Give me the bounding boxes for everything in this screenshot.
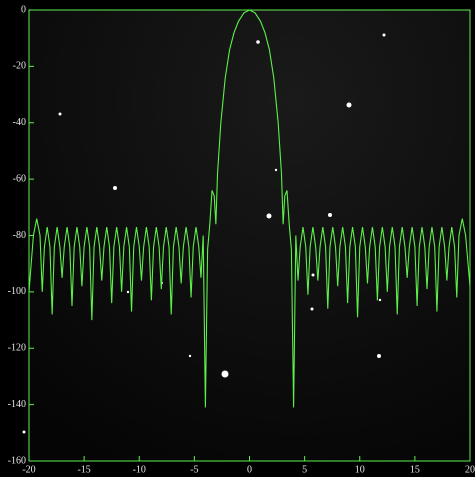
x-tick-label: -15 [77, 464, 90, 475]
chart: 0-20-40-60-80-100-120-140-160-20-15-10-5… [0, 0, 475, 477]
y-tick-label: 0 [21, 4, 26, 15]
x-tick-label: 5 [302, 464, 307, 475]
y-tick-label: -20 [13, 61, 26, 72]
x-tick-label: 10 [355, 464, 365, 475]
y-tick-label: -100 [8, 286, 26, 297]
x-tick-label: -20 [22, 464, 35, 475]
y-tick-label: -140 [8, 399, 26, 410]
y-tick-label: -120 [8, 343, 26, 354]
x-tick-label: -5 [190, 464, 198, 475]
x-tick-label: 20 [465, 464, 475, 475]
y-tick-label: -80 [13, 230, 26, 241]
x-tick-label: 0 [247, 464, 252, 475]
y-tick-label: -60 [13, 173, 26, 184]
x-tick-label: -10 [133, 464, 146, 475]
y-tick-label: -40 [13, 117, 26, 128]
x-tick-label: 15 [410, 464, 420, 475]
